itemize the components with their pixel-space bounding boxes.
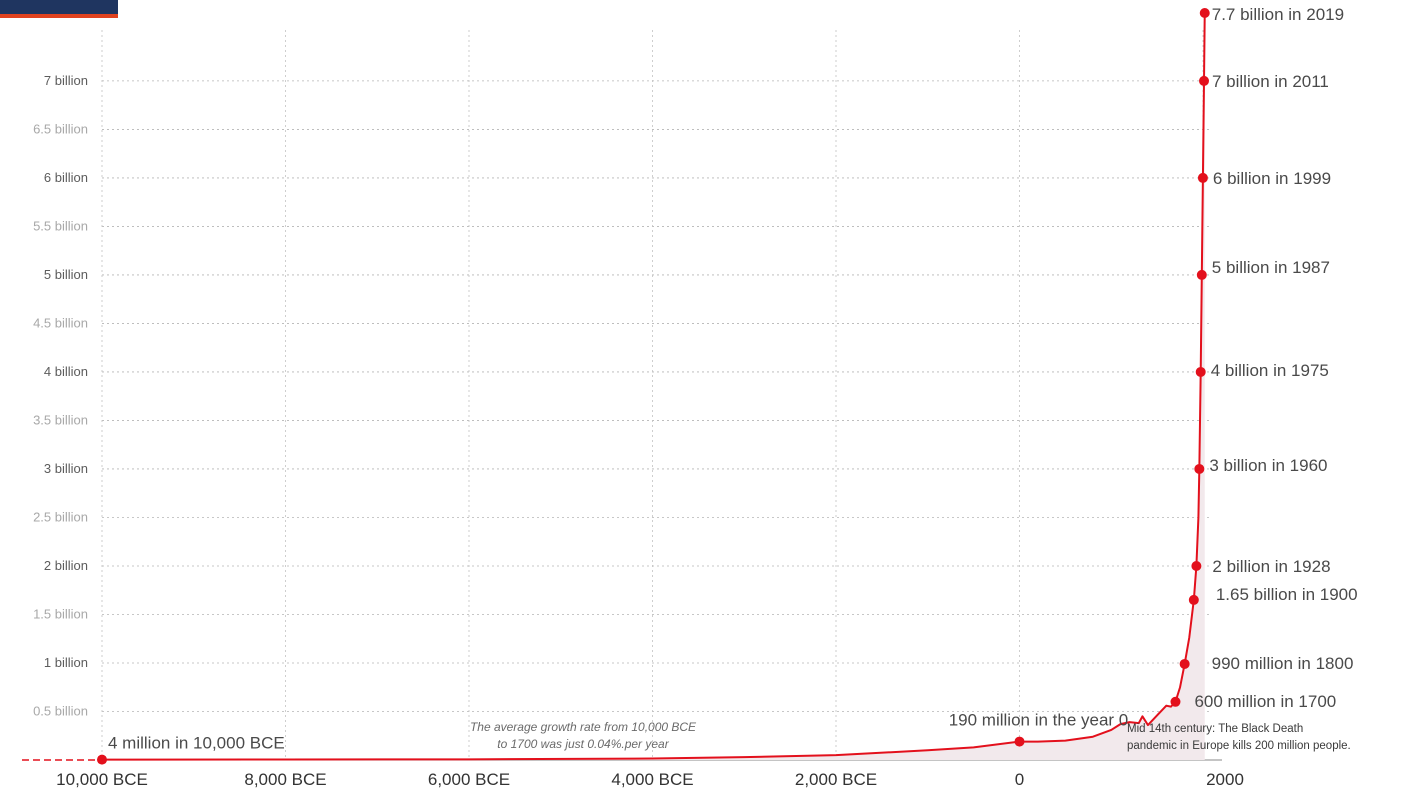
data-point-label: 990 million in 1800: [1212, 654, 1354, 673]
data-point: [1197, 172, 1208, 183]
y-tick-label: 2.5 billion: [33, 509, 88, 524]
data-point-label: 4 million in 10,000 BCE: [108, 734, 285, 753]
x-axis-labels: 10,000 BCE 8,000 BCE 6,000 BCE 4,000 BCE 2,0…: [56, 770, 1244, 789]
x-tick-label: 10,000 BCE: [56, 770, 148, 789]
y-tick-label: 4.5 billion: [33, 315, 88, 330]
x-tick-label: 6,000 BCE: [428, 770, 510, 789]
data-point: [1199, 8, 1210, 18]
data-point-label: 5 billion in 1987: [1212, 258, 1330, 277]
population-line: [101, 12, 1206, 761]
y-tick-label: 3.5 billion: [33, 412, 88, 427]
data-point: [1199, 75, 1210, 86]
y-tick-label: 5.5 billion: [33, 218, 88, 233]
data-point: [1191, 560, 1202, 571]
y-tick-label: 1.5 billion: [33, 606, 88, 621]
data-point-label: 600 million in 1700: [1194, 692, 1336, 711]
growth-note-line-1: The average growth rate from 10,000 BCE: [470, 720, 697, 734]
growth-note-line-2: to 1700 was just 0.04%.per year: [497, 737, 669, 751]
x-tick-label: 8,000 BCE: [244, 770, 326, 789]
black-death-line-2: pandemic in Europe kills 200 million peo…: [1127, 740, 1351, 752]
y-tick-label: 3 billion: [44, 461, 88, 476]
data-point: [1014, 736, 1025, 747]
population-area: [102, 13, 1205, 760]
data-point: [1179, 658, 1190, 669]
data-point: [97, 754, 107, 765]
brand-logo-bar: [0, 0, 118, 18]
data-point-label: 7 billion in 2011: [1212, 72, 1329, 91]
x-tick-label: 0: [1015, 770, 1024, 789]
data-point: [1170, 696, 1181, 707]
black-death-line-1: Mid 14th century: The Black Death: [1127, 723, 1303, 735]
y-tick-label: 7 billion: [44, 73, 88, 88]
y-tick-label: 5 billion: [44, 267, 88, 282]
y-tick-label: 6 billion: [44, 170, 88, 185]
data-point-label: 2 billion in 1928: [1212, 557, 1330, 576]
x-tick-label: 2000: [1206, 770, 1244, 789]
data-point: [1188, 594, 1199, 605]
grid: [101, 30, 1222, 761]
data-point-label: 7.7 billion in 2019: [1212, 5, 1344, 24]
x-tick-label: 2,000 BCE: [795, 770, 877, 789]
data-point-label: 4 billion in 1975: [1211, 361, 1329, 380]
annotations: The average growth rate from 10,000 BCE …: [470, 720, 1351, 752]
y-tick-label: 2 billion: [44, 558, 88, 573]
point-labels: 4 million in 10,000 BCE 190 million in th…: [108, 5, 1358, 753]
y-tick-label: 4 billion: [44, 364, 88, 379]
y-tick-label: 0.5 billion: [33, 703, 88, 718]
data-point-label: 6 billion in 1999: [1213, 169, 1331, 188]
data-point-label: 1.65 billion in 1900: [1216, 585, 1358, 604]
data-point-label: 3 billion in 1960: [1209, 456, 1327, 475]
data-points: [97, 8, 1210, 765]
y-tick-label: 6.5 billion: [33, 121, 88, 136]
data-point: [1196, 269, 1207, 280]
data-point: [1195, 366, 1206, 377]
series-line: [22, 12, 1206, 761]
data-point-label: 190 million in the year 0: [949, 711, 1129, 730]
area-fill: [102, 13, 1205, 760]
data-point: [1194, 463, 1205, 474]
x-tick-label: 4,000 BCE: [611, 770, 693, 789]
y-tick-label: 1 billion: [44, 655, 88, 670]
y-axis-labels: 0.5 billion 1 billion 1.5 billion 2 billion…: [33, 73, 88, 719]
